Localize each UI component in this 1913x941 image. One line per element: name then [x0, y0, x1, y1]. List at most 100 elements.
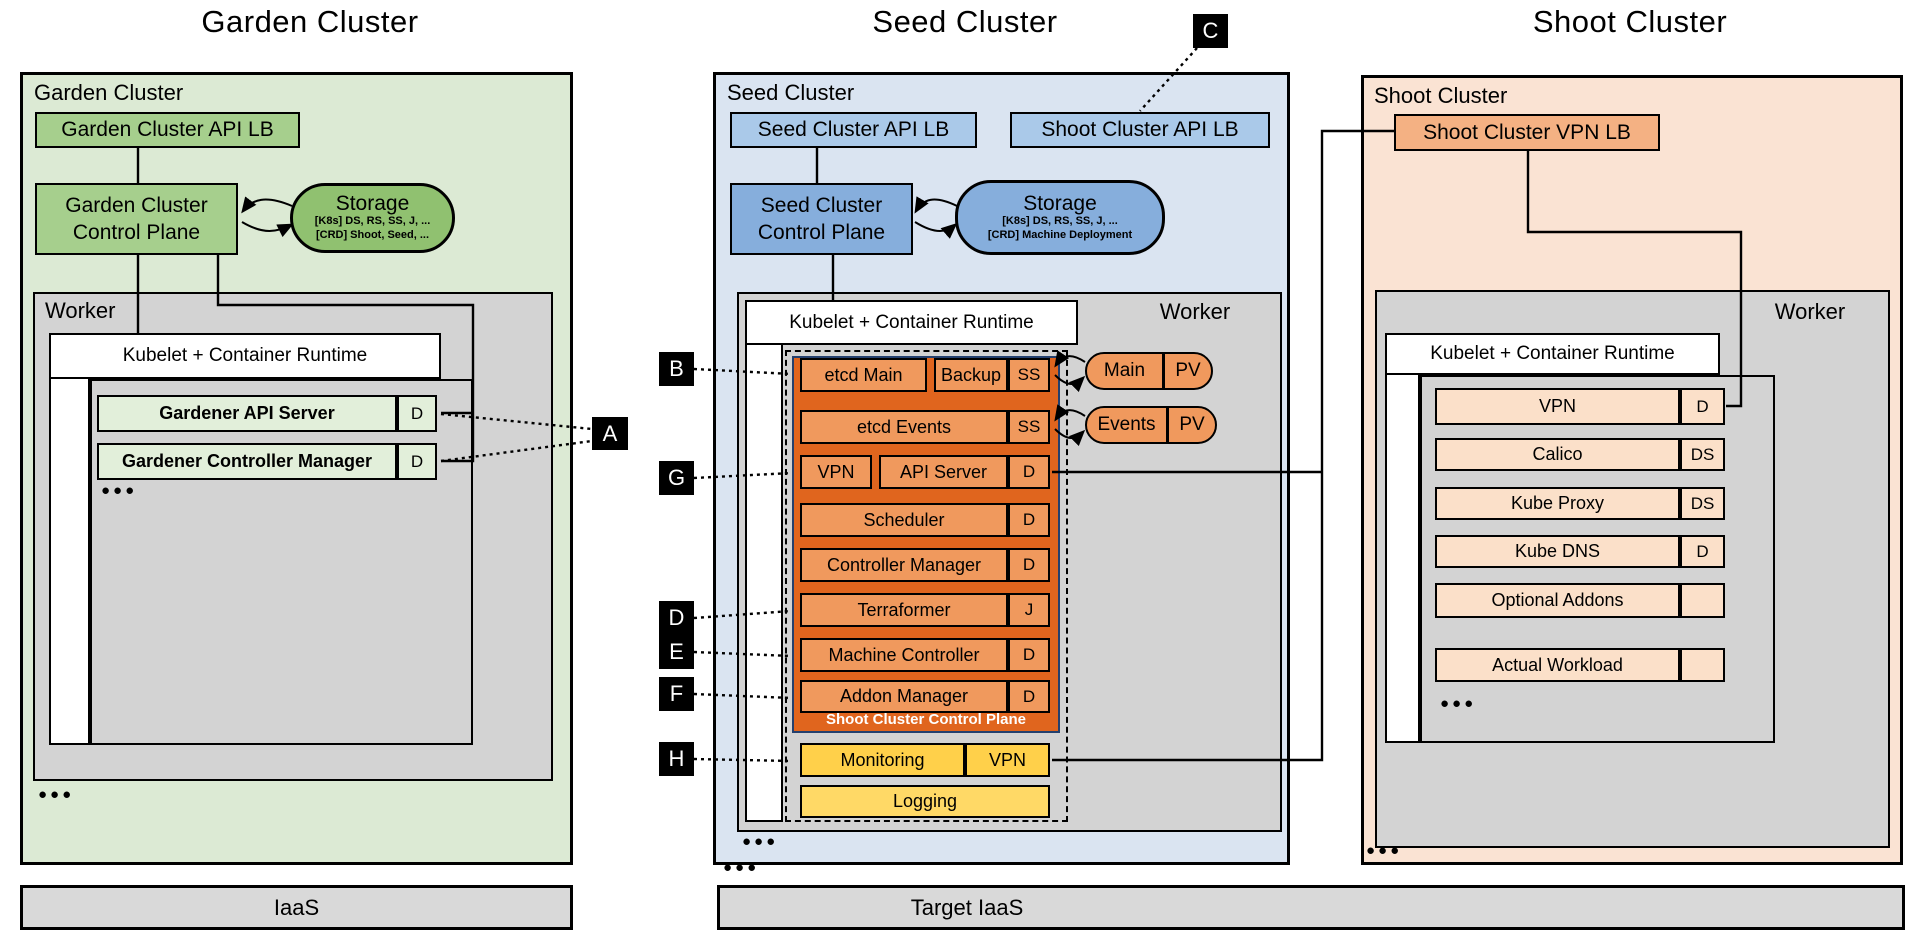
garden-workers-ellipsis: ●●● — [38, 786, 75, 803]
shoot-cluster-control-plane-label: Shoot Cluster Control Plane — [825, 711, 1026, 728]
shoot-worker-label: Worker — [1774, 299, 1846, 324]
shoot-kubelet: Kubelet + Container Runtime — [1385, 333, 1720, 375]
garden-cluster-title: Garden Cluster — [201, 4, 419, 39]
pv-events: Events PV — [1085, 406, 1217, 444]
pod-kind-badge: SS — [1008, 410, 1050, 444]
pod-label: Gardener Controller Manager — [97, 443, 397, 480]
seed-workers-ellipsis: ●●● — [723, 859, 760, 876]
garden-storage: Storage [K8s] DS, RS, SS, J, ... [CRD] S… — [290, 183, 455, 253]
pod-sidecar-label: Backup — [934, 358, 1008, 392]
pod-label: Monitoring — [800, 743, 965, 777]
pod-kind-badge: D — [1008, 680, 1050, 713]
pod-label: Gardener API Server — [97, 395, 397, 432]
annotation-f: F — [659, 677, 694, 711]
seed-control-plane-line2: Control Plane — [757, 221, 886, 244]
seed-storage: Storage [K8s] DS, RS, SS, J, ... [CRD] M… — [955, 180, 1165, 255]
pv-kind-badge: PV — [1162, 354, 1211, 388]
pod-row-gardener-api-server: Gardener API Server D — [97, 395, 437, 432]
pod-kind-badge: D — [1008, 503, 1050, 537]
pod-row-kube-proxy: Kube Proxy DS — [1435, 487, 1725, 520]
pod-row-terraformer: Terraformer J — [800, 593, 1050, 627]
pod-row-kube-dns: Kube DNS D — [1435, 535, 1725, 568]
pod-kind-badge: J — [1008, 593, 1050, 627]
pod-kind-badge: D — [1008, 548, 1050, 582]
garden-iaas-bar: IaaS — [20, 885, 573, 930]
annotation-b: B — [659, 352, 694, 386]
shoot-workers-ellipsis: ●●● — [1366, 842, 1403, 859]
pod-label: Scheduler — [800, 503, 1008, 537]
pod-kind-badge: DS — [1680, 487, 1725, 520]
pod-row-logging: Logging — [800, 785, 1050, 818]
pod-row-vpn: VPN D — [1435, 388, 1725, 425]
garden-cluster-label: Garden Cluster — [34, 80, 184, 105]
garden-api-lb: Garden Cluster API LB — [35, 112, 300, 148]
seed-worker-label: Worker — [1159, 299, 1231, 324]
pod-label: VPN — [1435, 388, 1680, 425]
garden-worker-label: Worker — [45, 298, 116, 323]
pod-row-etcd-events: etcd Events SS — [800, 410, 1050, 444]
pod-label: Actual Workload — [1435, 648, 1680, 682]
pod-kind-badge: D — [397, 443, 437, 480]
seed-cluster-title: Seed Cluster — [872, 4, 1058, 39]
pod-kind-badge: D — [1680, 388, 1725, 425]
pod-row-machine-controller: Machine Controller D — [800, 638, 1050, 672]
shoot-kubelet-column — [1385, 373, 1420, 743]
pv-main: Main PV — [1085, 352, 1213, 390]
pod-label: Kube DNS — [1435, 535, 1680, 568]
shoot-vpn-lb: Shoot Cluster VPN LB — [1394, 114, 1660, 151]
garden-storage-line1: [K8s] DS, RS, SS, J, ... — [314, 215, 431, 228]
pod-label: etcd Main — [800, 358, 927, 392]
pod-label: Addon Manager — [800, 680, 1008, 713]
pod-row-calico: Calico DS — [1435, 438, 1725, 471]
seed-control-plane-line1: Seed Cluster — [760, 193, 883, 217]
target-iaas-label: Target IaaS — [910, 894, 1024, 920]
pod-label: Controller Manager — [800, 548, 1008, 582]
garden-kubelet: Kubelet + Container Runtime — [49, 333, 441, 379]
garden-control-plane-line1: Garden Cluster — [65, 193, 208, 217]
garden-pod-area — [90, 379, 473, 745]
garden-pods-ellipsis: ●●● — [101, 482, 138, 499]
seed-storage-line1: [K8s] DS, RS, SS, J, ... — [1002, 214, 1118, 227]
shoot-api-lb: Shoot Cluster API LB — [1010, 112, 1270, 148]
garden-storage-line2: [CRD] Shoot, Seed, ... — [315, 229, 430, 242]
seed-api-lb: Seed Cluster API LB — [730, 112, 977, 148]
pod-label: Logging — [800, 785, 1050, 818]
pv-kind-badge: PV — [1166, 408, 1215, 442]
pod-row-apiserver: VPN API Server D — [800, 455, 1050, 489]
pod-kind-badge: D — [1008, 638, 1050, 672]
pod-label: Machine Controller — [800, 638, 1008, 672]
pod-kind-badge: D — [1008, 455, 1050, 489]
shoot-pods-ellipsis: ●●● — [1440, 695, 1477, 712]
pod-row-scheduler: Scheduler D — [800, 503, 1050, 537]
pod-kind-badge: DS — [1680, 438, 1725, 471]
pod-sidecar-label: VPN — [965, 743, 1050, 777]
seed-cluster-label: Seed Cluster — [727, 80, 855, 105]
pod-row-actual-workload: Actual Workload — [1435, 648, 1725, 682]
pod-label: etcd Events — [800, 410, 1008, 444]
annotation-e: E — [659, 635, 694, 669]
pod-kind-badge: D — [1680, 535, 1725, 568]
pod-row-controller-manager: Controller Manager D — [800, 548, 1050, 582]
pod-row-addon-manager: Addon Manager D — [800, 680, 1050, 713]
annotation-h: H — [659, 742, 694, 776]
pod-kind-badge: SS — [1008, 358, 1050, 392]
annotation-a: A — [592, 417, 628, 450]
target-iaas-bar — [717, 885, 1905, 930]
seed-storage-title: Storage — [1023, 191, 1097, 215]
pod-label: Terraformer — [800, 593, 1008, 627]
seed-control-plane: Seed Cluster Control Plane — [730, 183, 913, 255]
pv-name: Events — [1097, 414, 1156, 435]
pod-label: Calico — [1435, 438, 1680, 471]
seed-storage-line2: [CRD] Machine Deployment — [987, 228, 1133, 241]
garden-storage-title: Storage — [335, 192, 410, 216]
pod-label: Optional Addons — [1435, 583, 1680, 618]
pod-label: Kube Proxy — [1435, 487, 1680, 520]
annotation-g: G — [659, 461, 694, 495]
pod-row-etcd-main: etcd Main Backup SS — [800, 358, 1050, 392]
garden-kubelet-column — [49, 377, 90, 745]
pod-sidecar-label: VPN — [800, 455, 872, 489]
pod-kind-badge: D — [397, 395, 437, 432]
garden-control-plane: Garden Cluster Control Plane — [35, 183, 238, 255]
seed-kubelet-column — [745, 343, 783, 822]
